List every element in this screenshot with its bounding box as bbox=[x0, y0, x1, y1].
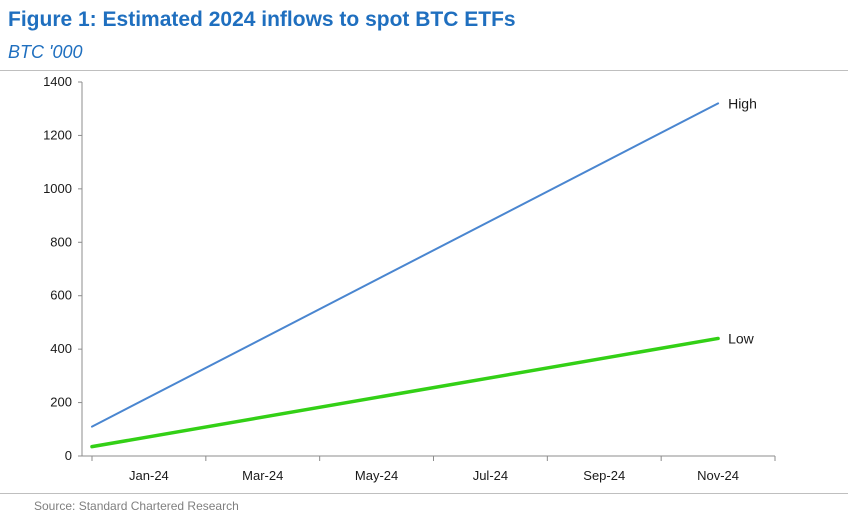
series-line-low bbox=[90, 336, 720, 449]
y-tick-label: 400 bbox=[50, 341, 72, 356]
y-tick-label: 1000 bbox=[43, 181, 72, 196]
x-tick-label: Nov-24 bbox=[697, 468, 739, 483]
series-label-high: High bbox=[728, 95, 757, 111]
chart-subtitle: BTC '000 bbox=[8, 42, 83, 62]
y-tick-label: 800 bbox=[50, 234, 72, 249]
x-tick-label: Jan-24 bbox=[129, 468, 169, 483]
series-line-high bbox=[91, 102, 720, 428]
chart-title: Figure 1: Estimated 2024 inflows to spot… bbox=[8, 8, 516, 31]
x-tick-label: Jul-24 bbox=[473, 468, 508, 483]
y-tick-label: 600 bbox=[50, 288, 72, 303]
header-divider bbox=[0, 70, 848, 71]
x-tick-label: Sep-24 bbox=[583, 468, 625, 483]
source-note: Source: Standard Chartered Research bbox=[34, 499, 239, 513]
y-tick-label: 1200 bbox=[43, 127, 72, 142]
y-tick-label: 1400 bbox=[43, 74, 72, 89]
y-tick-label: 200 bbox=[50, 395, 72, 410]
footer-divider bbox=[0, 493, 848, 494]
series-label-low: Low bbox=[728, 330, 755, 346]
x-tick-label: Mar-24 bbox=[242, 468, 283, 483]
y-tick-label: 0 bbox=[65, 448, 72, 463]
x-tick-label: May-24 bbox=[355, 468, 398, 483]
